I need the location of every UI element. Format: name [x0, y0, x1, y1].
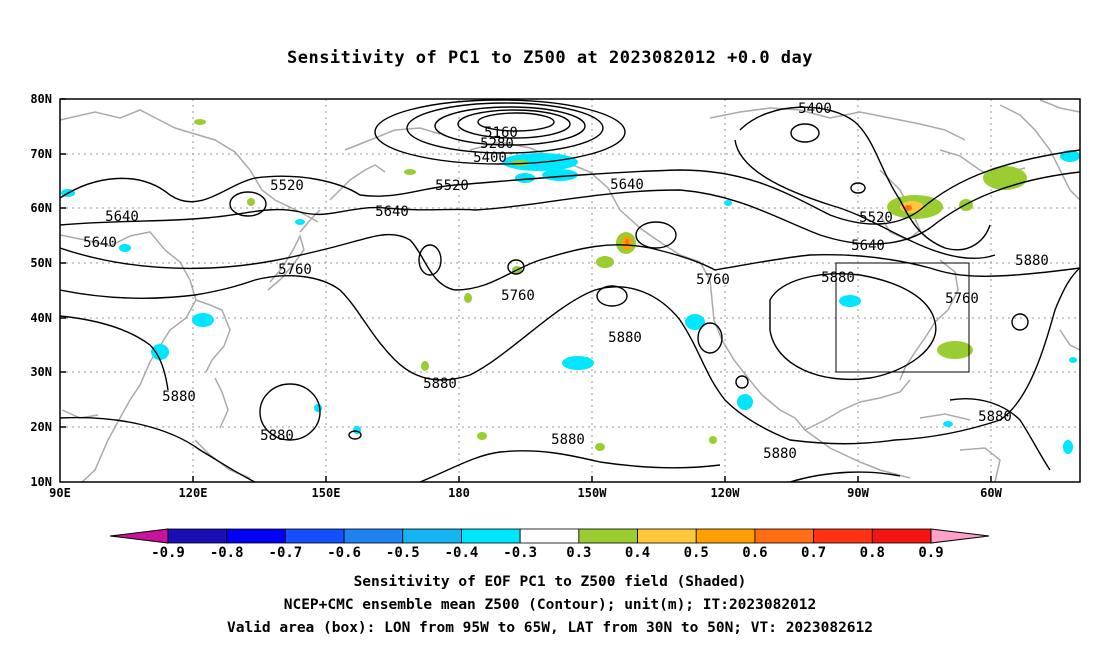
- contour-label: 5880: [162, 389, 196, 405]
- colorbar-cell: [167, 528, 228, 544]
- axis-ticks: [60, 98, 992, 482]
- contour-label: 5520: [859, 210, 893, 226]
- colorbar: -0.9 -0.8 -0.7 -0.6 -0.5 -0.4 -0.3 0.3 0.4 0.5 0.6…: [109, 528, 990, 561]
- caption-shading: Sensitivity of EOF PC1 to Z500 field (Sh…: [353, 574, 747, 590]
- lon-label: 120W: [711, 486, 741, 500]
- map-plot-area: [60, 99, 1080, 482]
- contour-label: 5880: [260, 428, 294, 444]
- contour-label: 5880: [1015, 253, 1049, 269]
- colorbar-tick-label: 0.6: [742, 545, 767, 561]
- colorbar-tick-label: -0.9: [151, 545, 185, 561]
- lat-label: 50N: [30, 256, 52, 270]
- lon-label: 60W: [980, 486, 1002, 500]
- lon-label: 180: [448, 486, 470, 500]
- contour-label: 5640: [375, 204, 409, 220]
- caption-valid-area: Valid area (box): LON from 95W to 65W, L…: [226, 620, 873, 636]
- colorbar-tick-label: 0.9: [918, 545, 943, 561]
- z500-contours: [60, 99, 1080, 482]
- contour-label: 5640: [83, 235, 117, 251]
- contour-label: 5640: [610, 177, 644, 193]
- colorbar-cell: [578, 528, 638, 544]
- colorbar-tick-label: -0.8: [210, 545, 244, 561]
- colorbar-cell: [871, 528, 932, 544]
- lat-label: 20N: [30, 420, 52, 434]
- contour-label: 5880: [763, 446, 797, 462]
- colorbar-cell: [226, 528, 286, 544]
- contour-label: 5520: [435, 178, 469, 194]
- colorbar-tick-label: 0.8: [860, 545, 885, 561]
- colorbar-cell: [754, 528, 815, 544]
- chart-title: Sensitivity of PC1 to Z500 at 2023082012…: [286, 48, 813, 68]
- colorbar-high-arrow: [930, 528, 990, 544]
- lon-label: 120E: [179, 486, 208, 500]
- contour-label: 5880: [608, 330, 642, 346]
- contour-label: 5880: [423, 376, 457, 392]
- contour-label: 5160: [484, 125, 518, 141]
- colorbar-cell: [343, 528, 404, 544]
- lat-label: 70N: [30, 147, 52, 161]
- colorbar-tick-label: -0.3: [503, 545, 537, 561]
- contour-label: 5400: [473, 150, 507, 166]
- contour-label: 5280: [480, 136, 514, 152]
- colorbar-tick-label: 0.3: [566, 545, 591, 561]
- colorbar-cell: [284, 528, 345, 544]
- valid-area-box: [835, 262, 970, 373]
- map-frame: [59, 98, 1081, 483]
- contour-label: 5520: [270, 178, 304, 194]
- lon-label: 150E: [312, 486, 341, 500]
- lat-label: 40N: [30, 311, 52, 325]
- colorbar-tick-label: 0.4: [625, 545, 650, 561]
- latitude-labels: 80N 70N 60N 50N 40N 30N 20N 10N: [30, 92, 52, 489]
- contour-label: 5880: [978, 409, 1012, 425]
- caption-contour: NCEP+CMC ensemble mean Z500 (Contour); u…: [283, 597, 817, 613]
- colorbar-tick-label: -0.4: [445, 545, 479, 561]
- lat-label: 30N: [30, 365, 52, 379]
- colorbar-tick-label: -0.5: [386, 545, 420, 561]
- lat-label: 60N: [30, 201, 52, 215]
- colorbar-tick-label: 0.5: [684, 545, 709, 561]
- contour-labels: 5160 5280 5400 5400 5520 5520 5520 5640 …: [83, 101, 1049, 462]
- map-gridlines: [60, 99, 1080, 482]
- colorbar-cell: [519, 528, 580, 544]
- contour-label: 5760: [501, 288, 535, 304]
- contour-label: 5760: [278, 262, 312, 278]
- colorbar-cell: [637, 528, 697, 544]
- contour-label: 5640: [851, 238, 885, 254]
- contour-label: 5640: [105, 209, 139, 225]
- colorbar-cell: [813, 528, 873, 544]
- contour-label: 5760: [696, 272, 730, 288]
- colorbar-cell: [461, 528, 521, 544]
- lon-label: 150W: [578, 486, 608, 500]
- colorbar-cell: [402, 528, 462, 544]
- lat-label: 80N: [30, 92, 52, 106]
- contour-label: 5760: [945, 291, 979, 307]
- contour-label: 5880: [821, 270, 855, 286]
- lon-label: 90W: [847, 486, 869, 500]
- colorbar-tick-label: 0.7: [801, 545, 826, 561]
- contour-label: 5400: [798, 101, 832, 117]
- contour-label: 5880: [551, 432, 585, 448]
- colorbar-tick-label: -0.6: [327, 545, 361, 561]
- lon-label: 90E: [49, 486, 71, 500]
- colorbar-cell: [695, 528, 756, 544]
- lat-label: 10N: [30, 475, 52, 489]
- colorbar-tick-label: -0.7: [269, 545, 303, 561]
- colorbar-low-arrow: [109, 528, 169, 544]
- longitude-labels: 90E 120E 150E 180 150W 120W 90W 60W: [49, 486, 1002, 500]
